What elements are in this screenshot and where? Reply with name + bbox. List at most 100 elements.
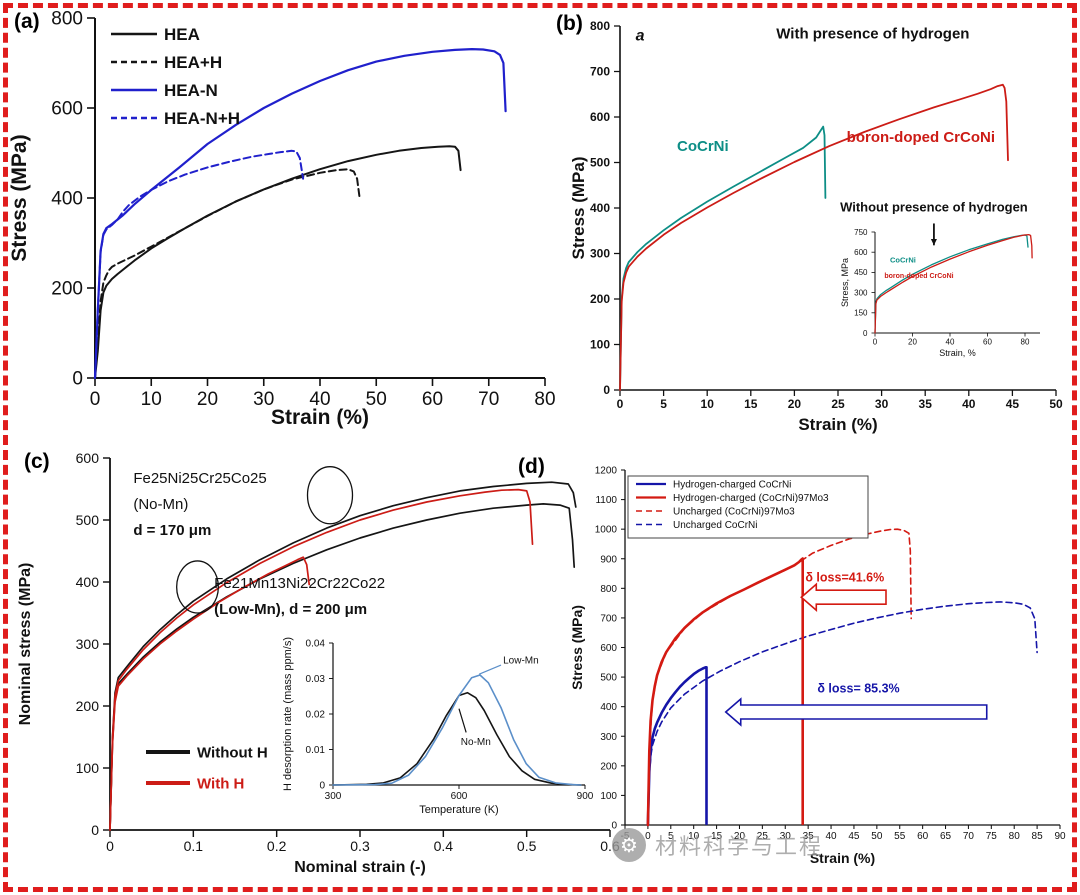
watermark-logo-icon: ⚙ <box>612 828 646 862</box>
svg-text:(Low-Mn), d = 200 μm: (Low-Mn), d = 200 μm <box>214 601 367 618</box>
svg-text:200: 200 <box>51 279 83 300</box>
svg-text:800: 800 <box>600 584 617 595</box>
svg-text:50: 50 <box>871 831 883 842</box>
svg-text:With presence of hydrogen: With presence of hydrogen <box>776 26 969 43</box>
svg-text:HEA+H: HEA+H <box>164 53 222 72</box>
svg-text:0.03: 0.03 <box>306 674 326 685</box>
svg-text:15: 15 <box>744 397 758 411</box>
svg-text:10: 10 <box>701 397 715 411</box>
svg-text:500: 500 <box>600 673 617 684</box>
svg-text:700: 700 <box>590 65 610 79</box>
svg-text:70: 70 <box>478 389 499 410</box>
svg-text:Fe21Mn13Ni22Cr22Co22: Fe21Mn13Ni22Cr22Co22 <box>214 575 385 592</box>
svg-text:15: 15 <box>711 831 723 842</box>
svg-text:20: 20 <box>788 397 802 411</box>
svg-text:600: 600 <box>600 643 617 654</box>
svg-text:0: 0 <box>90 389 101 410</box>
svg-text:5: 5 <box>668 831 674 842</box>
svg-text:300: 300 <box>590 247 610 261</box>
svg-text:200: 200 <box>590 292 610 306</box>
svg-text:Uncharged (CoCrNi)97Mo3: Uncharged (CoCrNi)97Mo3 <box>673 507 795 518</box>
svg-text:Strain (%): Strain (%) <box>271 406 369 429</box>
svg-text:CoCrNi: CoCrNi <box>677 138 729 155</box>
svg-text:1000: 1000 <box>595 525 618 536</box>
svg-text:200: 200 <box>76 698 100 714</box>
svg-text:0.02: 0.02 <box>306 710 326 721</box>
svg-text:60: 60 <box>917 831 929 842</box>
svg-text:600: 600 <box>854 248 868 257</box>
svg-text:30: 30 <box>253 389 274 410</box>
chart-panel-d: -505101520253035404550556065707580859001… <box>566 446 1080 895</box>
svg-text:H desorption rate (mass ppm/s): H desorption rate (mass ppm/s) <box>282 637 294 791</box>
svg-text:900: 900 <box>577 791 594 802</box>
svg-text:With H: With H <box>197 775 244 792</box>
svg-text:1200: 1200 <box>595 466 618 477</box>
svg-text:0: 0 <box>611 821 617 832</box>
svg-text:600: 600 <box>76 450 100 466</box>
svg-text:100: 100 <box>600 791 617 802</box>
svg-text:60: 60 <box>983 338 992 347</box>
svg-text:Nominal stress (MPa): Nominal stress (MPa) <box>17 563 34 726</box>
svg-text:Low-Mn: Low-Mn <box>503 656 539 667</box>
svg-text:40: 40 <box>309 389 330 410</box>
panel-label-c: (c) <box>24 450 50 473</box>
svg-text:800: 800 <box>51 9 83 30</box>
svg-text:δ loss= 85.3%: δ loss= 85.3% <box>817 681 899 695</box>
svg-text:Without presence of hydrogen: Without presence of hydrogen <box>840 200 1028 215</box>
svg-text:75: 75 <box>986 831 998 842</box>
svg-text:0: 0 <box>319 781 325 792</box>
svg-text:45: 45 <box>848 831 860 842</box>
svg-text:60: 60 <box>422 389 443 410</box>
svg-text:Strain (%): Strain (%) <box>798 415 877 434</box>
svg-text:400: 400 <box>76 574 100 590</box>
svg-text:Temperature (K): Temperature (K) <box>419 804 498 816</box>
svg-text:45: 45 <box>1006 397 1020 411</box>
chart-panel-b: 0 5 10 15 20 25 30 35 40 45 50 0 100 200 300 400 500 600 7… <box>569 4 1078 444</box>
svg-text:300: 300 <box>600 732 617 743</box>
svg-text:HEA: HEA <box>164 25 200 44</box>
svg-text:0.04: 0.04 <box>306 639 326 650</box>
svg-text:750: 750 <box>854 228 868 237</box>
svg-text:80: 80 <box>1021 338 1030 347</box>
svg-text:a: a <box>636 28 645 45</box>
svg-text:500: 500 <box>590 156 610 170</box>
svg-text:40: 40 <box>946 338 955 347</box>
svg-text:1100: 1100 <box>595 495 617 506</box>
svg-text:0.1: 0.1 <box>184 838 204 854</box>
svg-text:10: 10 <box>688 831 700 842</box>
svg-text:Nominal strain (-): Nominal strain (-) <box>294 859 426 876</box>
svg-text:20: 20 <box>734 831 746 842</box>
svg-text:400: 400 <box>600 702 617 713</box>
watermark-text: 材料科学与工程 <box>655 834 824 859</box>
svg-text:50: 50 <box>1049 397 1063 411</box>
svg-text:55: 55 <box>894 831 906 842</box>
svg-text:0.4: 0.4 <box>434 838 454 854</box>
svg-text:50: 50 <box>366 389 387 410</box>
svg-text:25: 25 <box>757 831 769 842</box>
svg-text:10: 10 <box>141 389 162 410</box>
svg-text:5: 5 <box>660 397 667 411</box>
svg-text:CoCrNi: CoCrNi <box>890 256 916 265</box>
svg-text:Stress (MPa): Stress (MPa) <box>8 134 31 261</box>
svg-text:20: 20 <box>197 389 218 410</box>
svg-text:Stress (MPa): Stress (MPa) <box>570 157 588 260</box>
svg-text:d = 170 μm: d = 170 μm <box>133 522 211 539</box>
svg-text:0.2: 0.2 <box>267 838 287 854</box>
svg-text:0.3: 0.3 <box>350 838 370 854</box>
svg-text:0: 0 <box>645 831 651 842</box>
svg-text:Without H: Without H <box>197 744 268 761</box>
svg-text:80: 80 <box>534 389 555 410</box>
chart-panel-b-inset: 0 20 40 60 80 0 150 300 450 600 750 Strain, % Stress… <box>840 222 1052 374</box>
svg-text:100: 100 <box>76 760 100 776</box>
watermark: ⚙ 材料科学与工程 <box>612 828 823 862</box>
svg-text:35: 35 <box>919 397 933 411</box>
svg-text:30: 30 <box>780 831 792 842</box>
svg-text:80: 80 <box>1009 831 1021 842</box>
svg-text:200: 200 <box>600 761 617 772</box>
svg-text:Fe25Ni25Cr25Co25: Fe25Ni25Cr25Co25 <box>133 470 266 487</box>
svg-text:40: 40 <box>962 397 976 411</box>
svg-text:0: 0 <box>873 338 878 347</box>
svg-text:85: 85 <box>1032 831 1044 842</box>
panel-label-d: (d) <box>518 455 545 478</box>
svg-text:70: 70 <box>963 831 975 842</box>
